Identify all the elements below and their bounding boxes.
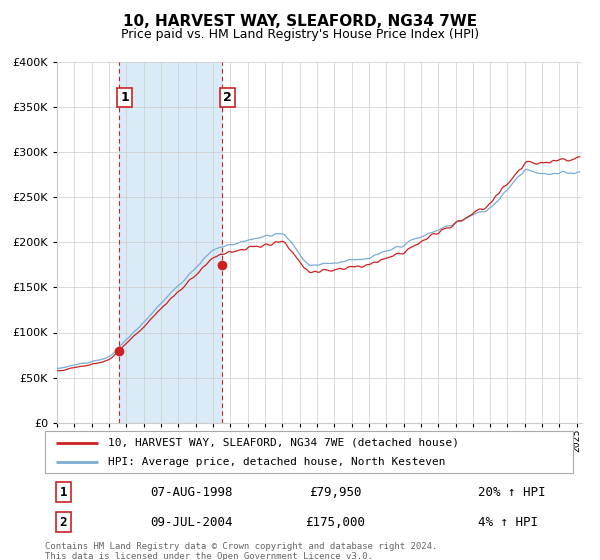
Text: £175,000: £175,000: [305, 516, 365, 529]
Text: 10, HARVEST WAY, SLEAFORD, NG34 7WE (detached house): 10, HARVEST WAY, SLEAFORD, NG34 7WE (det…: [109, 437, 460, 447]
FancyBboxPatch shape: [45, 431, 573, 473]
Text: 2: 2: [60, 516, 67, 529]
Text: 20% ↑ HPI: 20% ↑ HPI: [478, 486, 545, 499]
Text: £79,950: £79,950: [309, 486, 362, 499]
Text: 2: 2: [223, 91, 232, 104]
Text: 1: 1: [60, 486, 67, 499]
Text: Contains HM Land Registry data © Crown copyright and database right 2024.
This d: Contains HM Land Registry data © Crown c…: [45, 542, 437, 560]
Text: 10, HARVEST WAY, SLEAFORD, NG34 7WE: 10, HARVEST WAY, SLEAFORD, NG34 7WE: [123, 14, 477, 29]
Text: 1: 1: [120, 91, 129, 104]
Text: 4% ↑ HPI: 4% ↑ HPI: [478, 516, 538, 529]
Bar: [119, 62, 222, 423]
Text: HPI: Average price, detached house, North Kesteven: HPI: Average price, detached house, Nort…: [109, 457, 446, 467]
Text: Price paid vs. HM Land Registry's House Price Index (HPI): Price paid vs. HM Land Registry's House …: [121, 28, 479, 41]
Text: 07-AUG-1998: 07-AUG-1998: [151, 486, 233, 499]
Text: 09-JUL-2004: 09-JUL-2004: [151, 516, 233, 529]
